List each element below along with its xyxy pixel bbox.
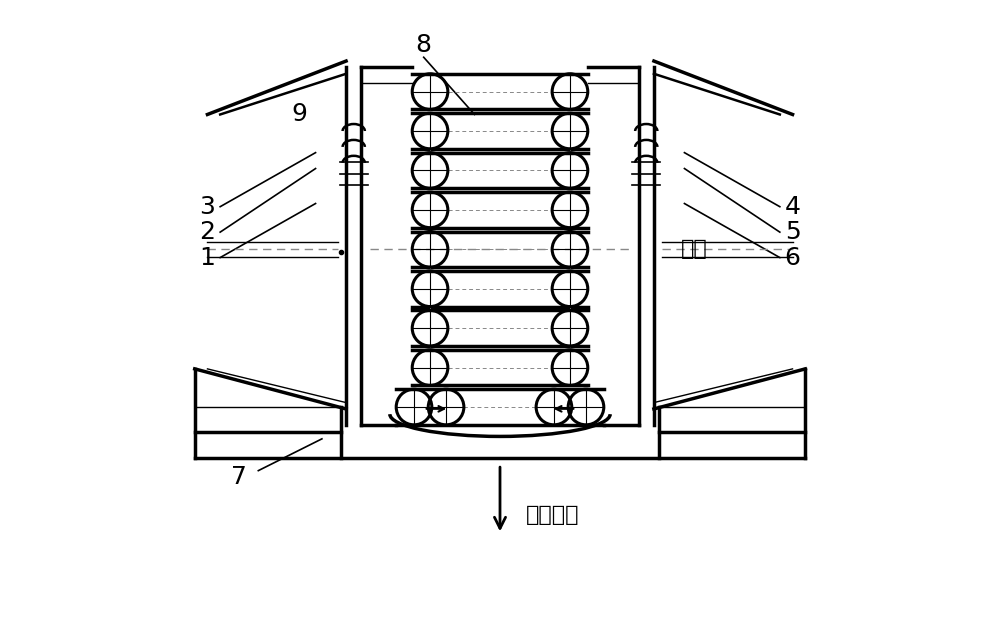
Text: 水位: 水位 xyxy=(681,239,708,259)
Text: 8: 8 xyxy=(416,32,432,57)
Text: 6: 6 xyxy=(785,245,801,270)
Text: 4: 4 xyxy=(785,195,801,219)
Text: 3: 3 xyxy=(200,195,215,219)
Text: 7: 7 xyxy=(231,465,247,489)
Text: 煤合成气: 煤合成气 xyxy=(525,505,579,525)
Text: 2: 2 xyxy=(199,220,215,244)
Text: 1: 1 xyxy=(200,245,215,270)
Text: 9: 9 xyxy=(292,102,308,127)
Text: 5: 5 xyxy=(785,220,800,244)
